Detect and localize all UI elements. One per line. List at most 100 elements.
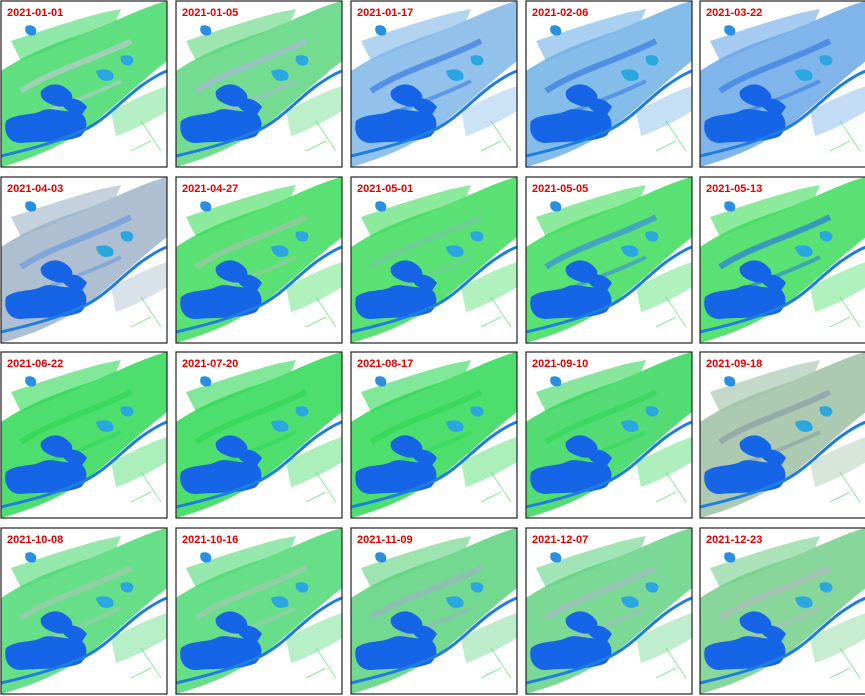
map-panel: 2021-06-22 [0, 350, 169, 520]
date-label: 2021-11-09 [357, 534, 413, 546]
panel-border [350, 351, 518, 519]
label-bg [178, 4, 246, 20]
map-panel: 2021-05-13 [698, 175, 865, 345]
map-panel: 2021-01-17 [349, 0, 519, 169]
map-image [524, 175, 694, 345]
panel-border [699, 0, 865, 168]
panel-border [699, 176, 865, 344]
map-image [524, 526, 694, 696]
panel-border [525, 176, 693, 344]
date-label: 2021-12-07 [532, 534, 588, 546]
label-bg [702, 4, 770, 20]
map-panel: 2021-11-09 [349, 526, 519, 696]
panel-border [350, 176, 518, 344]
map-image [349, 526, 519, 696]
label-bg [528, 531, 596, 547]
map-panel: 2021-01-05 [174, 0, 344, 169]
map-panel: 2021-09-10 [524, 350, 694, 520]
map-panel: 2021-08-17 [349, 350, 519, 520]
panel-border [175, 0, 343, 168]
map-panel: 2021-09-18 [698, 350, 865, 520]
label-bg [178, 180, 246, 196]
map-image [174, 0, 344, 169]
date-label: 2021-03-22 [706, 7, 762, 19]
map-image [698, 350, 865, 520]
panel-border [175, 527, 343, 695]
date-label: 2021-04-03 [7, 183, 63, 195]
map-image [698, 0, 865, 169]
map-image [0, 350, 169, 520]
label-bg [702, 355, 770, 371]
label-bg [353, 531, 421, 547]
label-bg [353, 4, 421, 20]
label-bg [528, 355, 596, 371]
map-panel: 2021-01-01 [0, 0, 169, 169]
label-bg [702, 180, 770, 196]
map-panel: 2021-02-06 [524, 0, 694, 169]
label-bg [3, 531, 71, 547]
label-bg [3, 4, 71, 20]
date-label: 2021-01-01 [7, 7, 63, 19]
panel-border [525, 527, 693, 695]
map-image [0, 175, 169, 345]
map-panel: 2021-04-03 [0, 175, 169, 345]
map-panel: 2021-05-05 [524, 175, 694, 345]
map-image [349, 350, 519, 520]
map-panel: 2021-12-23 [698, 526, 865, 696]
label-bg [178, 355, 246, 371]
label-bg [353, 180, 421, 196]
date-label: 2021-04-27 [182, 183, 238, 195]
panel-border [0, 176, 168, 344]
date-label: 2021-06-22 [7, 358, 63, 370]
label-bg [353, 355, 421, 371]
label-bg [3, 355, 71, 371]
map-image [698, 526, 865, 696]
date-label: 2021-05-01 [357, 183, 413, 195]
map-panel: 2021-03-22 [698, 0, 865, 169]
date-label: 2021-10-16 [182, 534, 238, 546]
date-label: 2021-07-20 [182, 358, 238, 370]
date-label: 2021-08-17 [357, 358, 413, 370]
date-label: 2021-12-23 [706, 534, 762, 546]
map-image [349, 175, 519, 345]
map-panel: 2021-07-20 [174, 350, 344, 520]
map-image [349, 0, 519, 169]
panel-border [699, 351, 865, 519]
panel-border [0, 527, 168, 695]
label-bg [3, 180, 71, 196]
label-bg [702, 531, 770, 547]
label-bg [178, 531, 246, 547]
date-label: 2021-05-05 [532, 183, 588, 195]
panel-border [350, 0, 518, 168]
map-image [174, 350, 344, 520]
date-label: 2021-01-17 [357, 7, 413, 19]
map-panel: 2021-04-27 [174, 175, 344, 345]
map-image [524, 0, 694, 169]
map-image [0, 526, 169, 696]
date-label: 2021-09-10 [532, 358, 588, 370]
map-image [524, 350, 694, 520]
map-panel: 2021-10-08 [0, 526, 169, 696]
date-label: 2021-09-18 [706, 358, 762, 370]
map-panel: 2021-05-01 [349, 175, 519, 345]
panel-border [525, 0, 693, 168]
date-label: 2021-01-05 [182, 7, 238, 19]
date-label: 2021-10-08 [7, 534, 63, 546]
panel-border [699, 527, 865, 695]
panel-border [175, 351, 343, 519]
map-panel: 2021-10-16 [174, 526, 344, 696]
date-label: 2021-02-06 [532, 7, 588, 19]
map-image [0, 0, 169, 169]
panel-border [350, 527, 518, 695]
date-label: 2021-05-13 [706, 183, 762, 195]
panel-border [525, 351, 693, 519]
map-image [174, 526, 344, 696]
label-bg [528, 4, 596, 20]
panel-border [0, 351, 168, 519]
map-image [174, 175, 344, 345]
map-panel: 2021-12-07 [524, 526, 694, 696]
panel-border [0, 0, 168, 168]
label-bg [528, 180, 596, 196]
panel-border [175, 176, 343, 344]
